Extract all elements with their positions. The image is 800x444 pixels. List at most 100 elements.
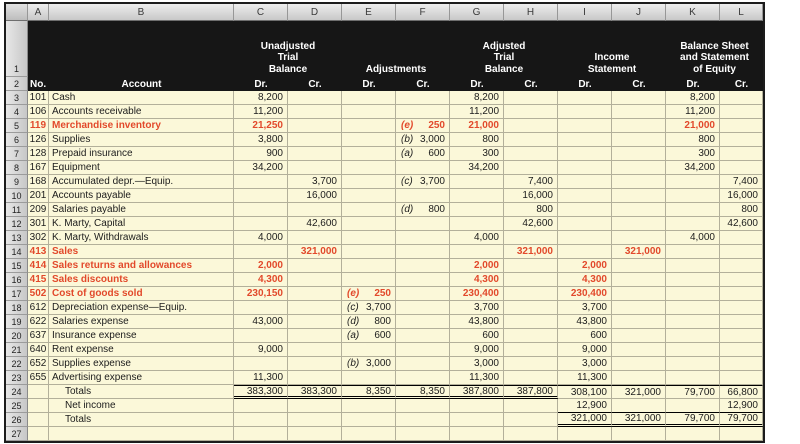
income-dr-cell[interactable]: 4,300 — [558, 273, 612, 287]
income-cr-cell[interactable] — [612, 161, 666, 175]
adjustments-cr-cell[interactable] — [396, 315, 450, 329]
row-number[interactable]: 16 — [6, 273, 28, 287]
income-cr-cell[interactable] — [612, 119, 666, 133]
unadjusted-cr-cell[interactable]: 16,000 — [288, 189, 342, 203]
income-cr-cell[interactable] — [612, 399, 666, 413]
account-name-cell[interactable]: Totals — [49, 385, 234, 399]
balance-dr-cell[interactable] — [666, 329, 720, 343]
balance-dr-cell[interactable]: 79,700 — [666, 385, 720, 399]
adjustments-dr-cell[interactable] — [342, 203, 396, 217]
adjusted-dr-cell[interactable] — [450, 189, 504, 203]
column-header-j[interactable]: J — [612, 4, 666, 21]
balance-dr-cell[interactable] — [666, 203, 720, 217]
adjustments-dr-cell[interactable] — [342, 371, 396, 385]
row-number[interactable]: 20 — [6, 329, 28, 343]
balance-dr-cell[interactable]: 800 — [666, 133, 720, 147]
unadjusted-dr-cell[interactable] — [234, 175, 288, 189]
adjustments-cr-cell[interactable]: (a) 600 — [396, 147, 450, 161]
balance-dr-cell[interactable]: 300 — [666, 147, 720, 161]
balance-cr-cell[interactable] — [720, 91, 763, 105]
unadjusted-cr-cell[interactable] — [288, 161, 342, 175]
account-name-cell[interactable]: Depreciation expense—Equip. — [49, 301, 234, 315]
adjustments-dr-cell[interactable] — [342, 399, 396, 413]
row-number[interactable]: 6 — [6, 133, 28, 147]
balance-cr-cell[interactable] — [720, 245, 763, 259]
adjusted-dr-cell[interactable]: 21,000 — [450, 119, 504, 133]
account-no-cell[interactable]: 502 — [28, 287, 49, 301]
balance-cr-cell[interactable]: 16,000 — [720, 189, 763, 203]
unadjusted-dr-cell[interactable] — [234, 413, 288, 427]
income-cr-cell[interactable] — [612, 175, 666, 189]
unadjusted-dr-cell[interactable]: 4,300 — [234, 273, 288, 287]
unadjusted-cr-cell[interactable] — [288, 413, 342, 427]
income-dr-cell[interactable]: 11,300 — [558, 371, 612, 385]
account-no-cell[interactable]: 209 — [28, 203, 49, 217]
unadjusted-dr-cell[interactable]: 21,250 — [234, 119, 288, 133]
column-header-g[interactable]: G — [450, 4, 504, 21]
balance-dr-cell[interactable] — [666, 189, 720, 203]
balance-cr-cell[interactable] — [720, 231, 763, 245]
balance-dr-cell[interactable] — [666, 357, 720, 371]
adjusted-dr-cell[interactable] — [450, 175, 504, 189]
unadjusted-cr-cell[interactable] — [288, 371, 342, 385]
adjusted-cr-cell[interactable] — [504, 147, 558, 161]
unadjusted-dr-cell[interactable]: 2,000 — [234, 259, 288, 273]
column-header-h[interactable]: H — [504, 4, 558, 21]
unadjusted-dr-cell[interactable] — [234, 245, 288, 259]
income-dr-cell[interactable] — [558, 175, 612, 189]
income-cr-cell[interactable] — [612, 203, 666, 217]
adjusted-dr-cell[interactable] — [450, 427, 504, 441]
row-number[interactable]: 10 — [6, 189, 28, 203]
row-number[interactable]: 19 — [6, 315, 28, 329]
income-dr-cell[interactable]: 321,000 — [558, 413, 612, 427]
unadjusted-cr-cell[interactable] — [288, 315, 342, 329]
adjusted-cr-cell[interactable] — [504, 399, 558, 413]
account-name-cell[interactable]: Advertising expense — [49, 371, 234, 385]
account-no-cell[interactable]: 167 — [28, 161, 49, 175]
account-name-cell[interactable]: Cash — [49, 91, 234, 105]
adjusted-cr-cell[interactable] — [504, 91, 558, 105]
balance-dr-cell[interactable]: 34,200 — [666, 161, 720, 175]
account-name-cell[interactable]: Accounts payable — [49, 189, 234, 203]
unadjusted-dr-cell[interactable]: 8,200 — [234, 91, 288, 105]
adjustments-cr-cell[interactable] — [396, 329, 450, 343]
income-cr-cell[interactable] — [612, 91, 666, 105]
balance-dr-cell[interactable]: 11,200 — [666, 105, 720, 119]
income-dr-cell[interactable] — [558, 231, 612, 245]
balance-cr-cell[interactable]: 66,800 — [720, 385, 763, 399]
balance-cr-cell[interactable] — [720, 427, 763, 441]
adjusted-cr-cell[interactable] — [504, 287, 558, 301]
balance-cr-cell[interactable] — [720, 301, 763, 315]
adjusted-dr-cell[interactable]: 800 — [450, 133, 504, 147]
income-dr-cell[interactable] — [558, 245, 612, 259]
account-name-cell[interactable]: Sales discounts — [49, 273, 234, 287]
income-dr-cell[interactable]: 3,000 — [558, 357, 612, 371]
balance-dr-cell[interactable] — [666, 259, 720, 273]
adjusted-dr-cell[interactable]: 9,000 — [450, 343, 504, 357]
balance-dr-cell[interactable] — [666, 245, 720, 259]
adjustments-cr-cell[interactable] — [396, 161, 450, 175]
account-name-cell[interactable] — [49, 427, 234, 441]
income-dr-cell[interactable] — [558, 105, 612, 119]
adjustments-cr-cell[interactable] — [396, 399, 450, 413]
row-number[interactable]: 18 — [6, 301, 28, 315]
unadjusted-dr-cell[interactable]: 43,000 — [234, 315, 288, 329]
row-number[interactable]: 12 — [6, 217, 28, 231]
adjusted-cr-cell[interactable] — [504, 357, 558, 371]
balance-cr-cell[interactable] — [720, 287, 763, 301]
unadjusted-dr-cell[interactable]: 11,300 — [234, 371, 288, 385]
adjustments-cr-cell[interactable] — [396, 245, 450, 259]
balance-cr-cell[interactable] — [720, 259, 763, 273]
select-all-corner[interactable] — [6, 4, 28, 21]
adjusted-cr-cell[interactable] — [504, 301, 558, 315]
unadjusted-dr-cell[interactable]: 11,200 — [234, 105, 288, 119]
adjustments-dr-cell[interactable] — [342, 161, 396, 175]
income-dr-cell[interactable] — [558, 189, 612, 203]
adjusted-dr-cell[interactable]: 11,200 — [450, 105, 504, 119]
income-cr-cell[interactable] — [612, 133, 666, 147]
adjusted-cr-cell[interactable]: 16,000 — [504, 189, 558, 203]
adjusted-dr-cell[interactable]: 4,000 — [450, 231, 504, 245]
adjustments-cr-cell[interactable] — [396, 273, 450, 287]
adjustments-cr-cell[interactable] — [396, 287, 450, 301]
adjustments-dr-cell[interactable] — [342, 427, 396, 441]
